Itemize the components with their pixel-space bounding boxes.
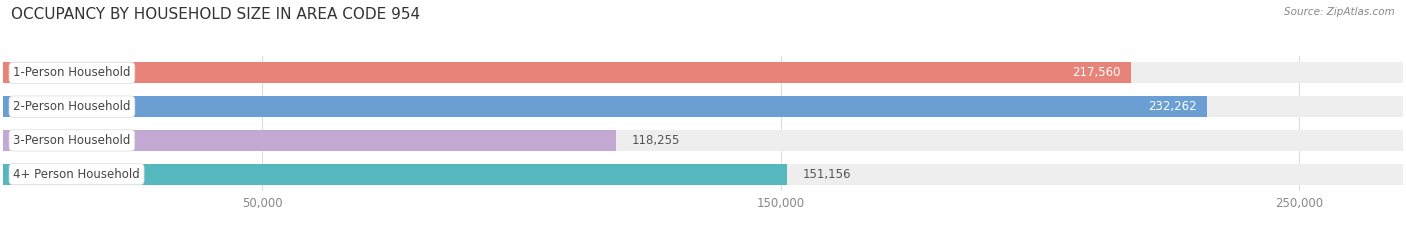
Bar — [3, 164, 787, 185]
Bar — [3, 164, 1403, 185]
Text: 1-Person Household: 1-Person Household — [13, 66, 131, 79]
Bar — [3, 96, 1403, 117]
Text: 2-Person Household: 2-Person Household — [13, 100, 131, 113]
Bar — [3, 62, 1132, 83]
Bar — [3, 62, 1403, 83]
Text: OCCUPANCY BY HOUSEHOLD SIZE IN AREA CODE 954: OCCUPANCY BY HOUSEHOLD SIZE IN AREA CODE… — [11, 7, 420, 22]
Bar — [3, 130, 616, 151]
Bar — [3, 130, 1403, 151]
Text: 232,262: 232,262 — [1149, 100, 1197, 113]
Text: 217,560: 217,560 — [1073, 66, 1121, 79]
Text: 151,156: 151,156 — [803, 168, 851, 181]
Bar — [3, 96, 1208, 117]
Text: 118,255: 118,255 — [631, 134, 681, 147]
Text: Source: ZipAtlas.com: Source: ZipAtlas.com — [1284, 7, 1395, 17]
Text: 4+ Person Household: 4+ Person Household — [13, 168, 141, 181]
Text: 3-Person Household: 3-Person Household — [13, 134, 131, 147]
